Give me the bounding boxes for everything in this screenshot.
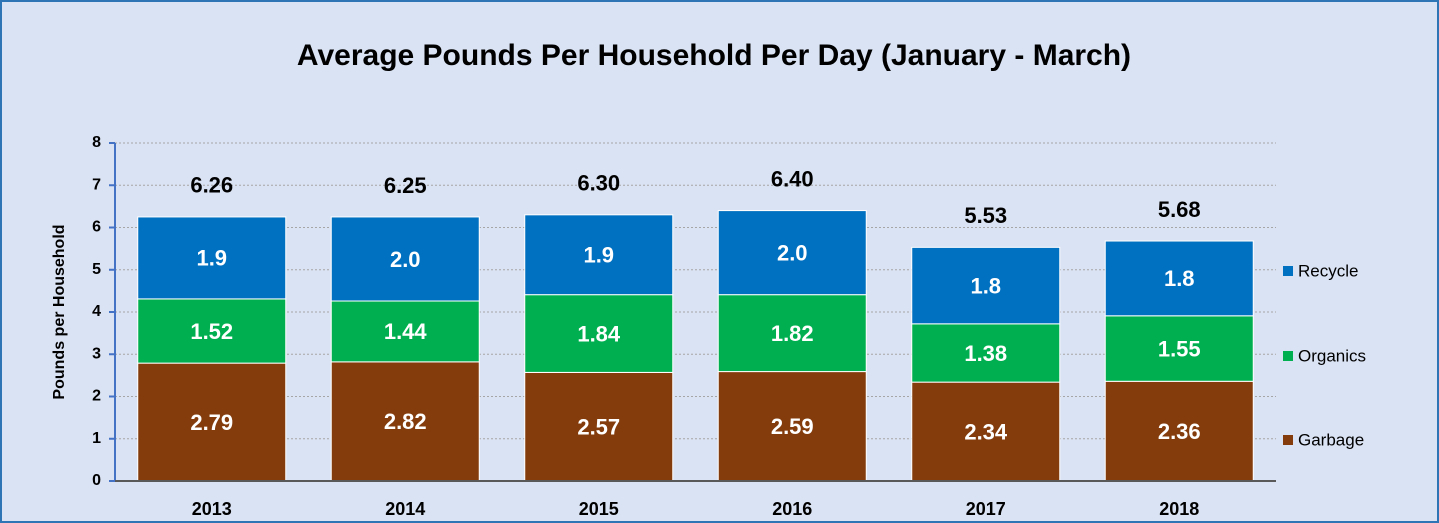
bar-label: 2.79 bbox=[190, 410, 233, 435]
legend-label: Organics bbox=[1298, 346, 1366, 365]
bar-label: 2.0 bbox=[777, 240, 808, 265]
bar-segment bbox=[137, 216, 287, 300]
bar-segment bbox=[330, 216, 480, 302]
bar-label: 1.38 bbox=[964, 341, 1007, 366]
y-tick-label: 4 bbox=[92, 303, 101, 320]
legend-swatch bbox=[1283, 266, 1293, 276]
total-label: 6.40 bbox=[771, 166, 814, 191]
bar-segment bbox=[524, 214, 674, 296]
bar-segment bbox=[911, 246, 1061, 325]
y-tick-label: 6 bbox=[92, 219, 101, 236]
bar-label: 1.44 bbox=[384, 319, 428, 344]
bar-segment bbox=[524, 294, 674, 373]
legend-swatch bbox=[1283, 351, 1293, 361]
total-label: 5.68 bbox=[1158, 197, 1201, 222]
y-tick-label: 7 bbox=[92, 176, 101, 193]
bar-label: 1.9 bbox=[196, 246, 227, 271]
bar-segment bbox=[717, 371, 867, 482]
bar-segment bbox=[137, 298, 287, 364]
bar-label: 1.9 bbox=[583, 243, 614, 268]
legend-swatch bbox=[1283, 435, 1293, 445]
x-tick-label: 2018 bbox=[1159, 499, 1199, 519]
x-tick-label: 2013 bbox=[192, 499, 232, 519]
bar-label: 2.34 bbox=[964, 419, 1008, 444]
bar-label: 2.82 bbox=[384, 409, 427, 434]
bar-segment bbox=[1104, 240, 1254, 317]
x-tick-label: 2016 bbox=[772, 499, 812, 519]
chart-title: Average Pounds Per Household Per Day (Ja… bbox=[297, 39, 1131, 72]
x-tick-label: 2017 bbox=[966, 499, 1006, 519]
total-label: 6.25 bbox=[384, 173, 427, 198]
x-tick-label: 2014 bbox=[385, 499, 425, 519]
bar-label: 2.57 bbox=[577, 415, 620, 440]
bar-segment bbox=[330, 300, 480, 363]
bar-label: 2.59 bbox=[771, 414, 814, 439]
bar-label: 1.55 bbox=[1158, 336, 1201, 361]
y-tick-label: 2 bbox=[92, 388, 101, 405]
bar-segment bbox=[717, 210, 867, 296]
bar-segment bbox=[911, 323, 1061, 383]
y-tick-label: 8 bbox=[92, 134, 101, 151]
bar-segment bbox=[717, 294, 867, 373]
y-axis-title: Pounds per Household bbox=[51, 224, 68, 399]
legend-label: Garbage bbox=[1298, 430, 1364, 449]
total-label: 6.30 bbox=[577, 171, 620, 196]
y-tick-label: 1 bbox=[92, 430, 101, 447]
x-tick-label: 2015 bbox=[579, 499, 619, 519]
y-tick-label: 3 bbox=[92, 345, 101, 362]
bar-label: 1.84 bbox=[577, 321, 621, 346]
bar-label: 1.52 bbox=[190, 319, 233, 344]
bar-label: 2.36 bbox=[1158, 419, 1201, 444]
bar-label: 1.82 bbox=[771, 321, 814, 346]
bar-label: 1.8 bbox=[1164, 266, 1195, 291]
y-tick-label: 5 bbox=[92, 261, 101, 278]
bar-segment bbox=[524, 371, 674, 482]
bar-label: 2.0 bbox=[390, 247, 421, 272]
legend-label: Recycle bbox=[1298, 261, 1358, 280]
bar-segment bbox=[330, 361, 480, 482]
bar-label: 1.8 bbox=[970, 273, 1001, 298]
y-tick-label: 0 bbox=[92, 472, 101, 489]
total-label: 6.26 bbox=[190, 172, 233, 197]
total-label: 5.53 bbox=[964, 203, 1007, 228]
